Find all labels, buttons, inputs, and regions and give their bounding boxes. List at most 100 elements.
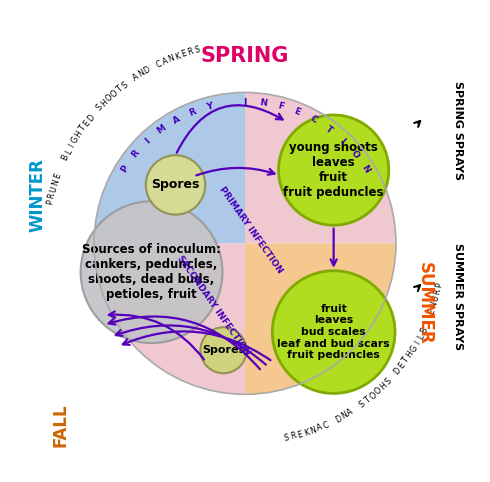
Text: T: T xyxy=(401,356,411,365)
Text: E: E xyxy=(180,49,188,59)
FancyArrowPatch shape xyxy=(109,317,260,369)
Text: A: A xyxy=(171,114,182,125)
Circle shape xyxy=(272,271,395,393)
Circle shape xyxy=(146,155,205,214)
Text: K: K xyxy=(303,428,310,438)
Text: H: H xyxy=(74,129,84,139)
Text: A: A xyxy=(345,407,355,417)
Text: N: N xyxy=(136,68,146,79)
Text: Spores: Spores xyxy=(151,178,200,191)
Wedge shape xyxy=(245,243,396,394)
Text: B: B xyxy=(60,153,71,162)
Text: I: I xyxy=(338,136,346,145)
Text: S: S xyxy=(283,433,290,443)
Text: T: T xyxy=(363,395,372,405)
Text: L: L xyxy=(64,147,74,156)
Text: E: E xyxy=(296,429,303,440)
Text: T: T xyxy=(323,124,334,135)
Text: D: D xyxy=(392,366,403,376)
Text: R: R xyxy=(47,192,57,199)
Text: O: O xyxy=(109,88,120,99)
Text: P: P xyxy=(435,281,444,288)
Wedge shape xyxy=(94,243,245,394)
Text: D: D xyxy=(334,414,343,425)
Text: SUMMER: SUMMER xyxy=(416,262,434,345)
Text: S: S xyxy=(357,399,367,409)
Text: C: C xyxy=(321,420,330,430)
Text: SPRING SPRAYS: SPRING SPRAYS xyxy=(453,81,463,180)
Text: S: S xyxy=(194,45,200,55)
Text: O: O xyxy=(373,386,384,397)
Wedge shape xyxy=(245,93,396,243)
Text: H: H xyxy=(378,381,389,392)
Text: U: U xyxy=(49,185,59,193)
Text: SPRING: SPRING xyxy=(201,46,289,67)
Text: L: L xyxy=(416,333,426,341)
Text: Spores: Spores xyxy=(202,345,245,355)
Text: H: H xyxy=(405,349,415,360)
Text: M: M xyxy=(155,123,168,135)
Text: A: A xyxy=(161,56,170,67)
Text: I: I xyxy=(144,136,152,145)
Text: I: I xyxy=(413,340,422,346)
Text: young shoots
leaves
fruit
fruit peduncles: young shoots leaves fruit fruit peduncle… xyxy=(283,141,384,199)
Text: N: N xyxy=(340,410,349,421)
Text: B: B xyxy=(418,326,429,335)
Text: PRIMARY INFECTION: PRIMARY INFECTION xyxy=(218,186,285,276)
Text: E: E xyxy=(427,308,437,315)
Text: A: A xyxy=(131,72,140,82)
Text: N: N xyxy=(309,425,318,436)
Text: R: R xyxy=(433,288,443,295)
Text: I: I xyxy=(244,97,246,107)
Text: P: P xyxy=(120,163,131,174)
Text: H: H xyxy=(99,97,110,108)
Text: D: D xyxy=(142,65,152,76)
Text: U: U xyxy=(431,294,441,302)
Text: FALL: FALL xyxy=(51,404,70,447)
Text: E: E xyxy=(53,172,63,180)
Text: G: G xyxy=(408,344,419,354)
FancyArrowPatch shape xyxy=(177,105,283,153)
Text: C: C xyxy=(309,114,318,125)
FancyArrowPatch shape xyxy=(331,228,337,266)
Wedge shape xyxy=(94,93,245,243)
Circle shape xyxy=(81,201,222,343)
Text: K: K xyxy=(173,51,181,61)
FancyArrowPatch shape xyxy=(109,311,204,360)
Text: N: N xyxy=(259,98,267,108)
Text: O: O xyxy=(368,390,378,401)
Circle shape xyxy=(200,327,246,373)
FancyArrowPatch shape xyxy=(196,168,274,175)
Text: G: G xyxy=(70,135,81,145)
Text: T: T xyxy=(115,84,124,94)
Text: E: E xyxy=(293,107,302,118)
Text: T: T xyxy=(77,124,88,133)
Text: fruit
leaves
bud scales
leaf and bud scars
fruit peduncles: fruit leaves bud scales leaf and bud sca… xyxy=(277,304,390,360)
Text: R: R xyxy=(187,47,194,57)
Text: R: R xyxy=(188,107,197,118)
Text: D: D xyxy=(85,113,96,123)
Text: C: C xyxy=(154,59,164,69)
Text: SUMMER SPRAYS: SUMMER SPRAYS xyxy=(453,242,463,349)
Text: E: E xyxy=(81,119,92,128)
Text: S: S xyxy=(95,103,105,113)
FancyArrowPatch shape xyxy=(123,332,270,360)
Text: O: O xyxy=(104,93,115,104)
Text: I: I xyxy=(67,142,76,149)
Text: S: S xyxy=(383,376,393,387)
Text: WINTER: WINTER xyxy=(29,159,47,232)
Text: E: E xyxy=(396,361,407,371)
Text: N: N xyxy=(167,54,176,64)
Text: R: R xyxy=(290,431,297,442)
Circle shape xyxy=(278,115,389,225)
Text: Sources of inoculum:
cankers, peduncles,
shoots, dead buds,
petioles, fruit: Sources of inoculum: cankers, peduncles,… xyxy=(82,243,221,301)
Text: Y: Y xyxy=(205,101,214,112)
Text: O: O xyxy=(348,148,361,160)
Text: N: N xyxy=(429,301,440,309)
Text: A: A xyxy=(315,423,324,433)
Text: F: F xyxy=(276,101,285,112)
Text: N: N xyxy=(50,178,61,187)
Text: S: S xyxy=(120,80,129,90)
FancyArrowPatch shape xyxy=(116,325,266,365)
Text: P: P xyxy=(46,199,55,205)
